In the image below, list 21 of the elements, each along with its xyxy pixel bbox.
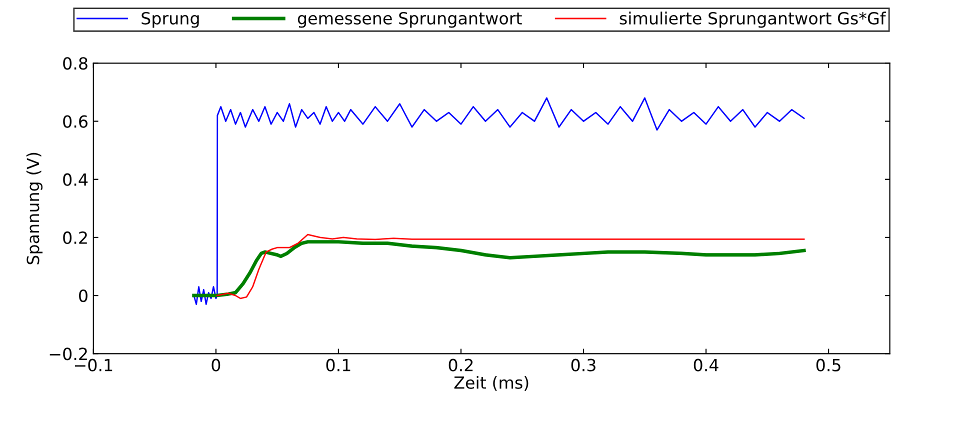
y-tick-label: 0 (79, 290, 88, 302)
y-tick-label: 0.4 (63, 173, 88, 186)
y-axis-title: Spannung (V) (26, 152, 43, 264)
legend-label: Sprung (142, 12, 199, 28)
y-tick-label: 0.8 (63, 57, 88, 70)
line-series (193, 97, 805, 305)
line-series (216, 234, 805, 300)
x-tick-label: 0.5 (816, 358, 840, 372)
x-tick-label: 0.4 (694, 358, 718, 372)
x-axis-title: Zeit (ms) (454, 376, 528, 391)
y-tick-label: 0.6 (63, 115, 88, 128)
x-tick-label: 0.3 (571, 358, 596, 372)
legend-label: simulierte Sprungantwort Gs*Gf (620, 12, 886, 28)
y-tick-label: −0.2 (50, 348, 87, 360)
x-tick-label: −0.1 (74, 358, 112, 372)
legend-label: gemessene Sprungantwort (298, 12, 522, 28)
line-series (192, 240, 806, 298)
x-tick-label: 0.1 (326, 358, 350, 372)
x-tick-label: 0 (212, 358, 220, 372)
x-tick-label: 0.2 (448, 358, 473, 372)
y-tick-label: 0.2 (63, 231, 87, 244)
